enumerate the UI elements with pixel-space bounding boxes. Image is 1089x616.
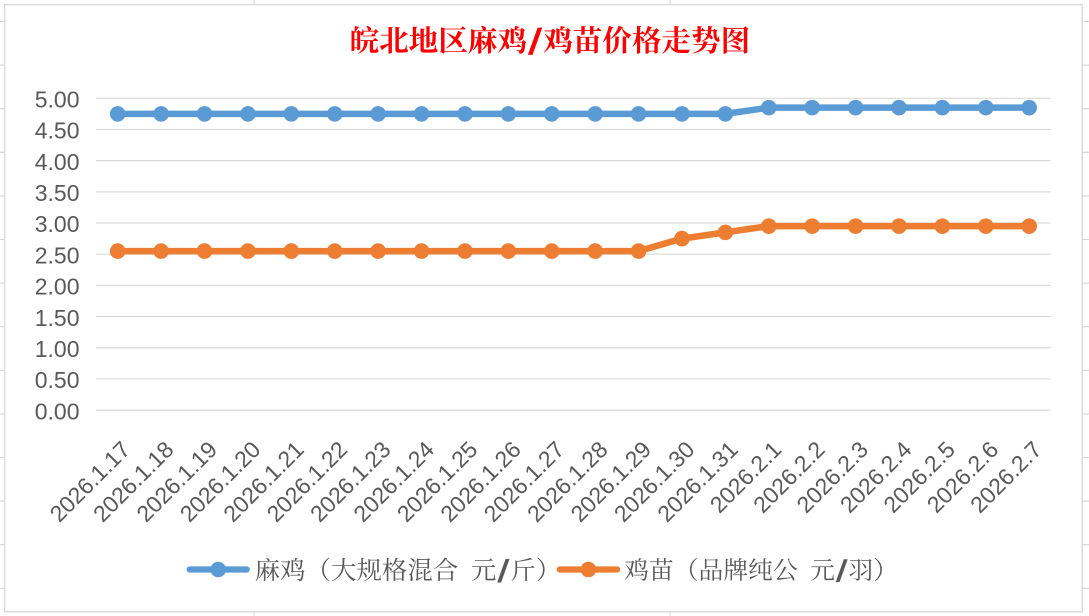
svg-text:4.50: 4.50 <box>35 118 80 144</box>
svg-text:2.50: 2.50 <box>35 242 80 268</box>
svg-text:0.50: 0.50 <box>35 367 80 393</box>
svg-text:1.50: 1.50 <box>35 305 80 331</box>
svg-text:5.00: 5.00 <box>35 87 80 113</box>
svg-text:1.00: 1.00 <box>35 336 80 362</box>
svg-text:2.00: 2.00 <box>35 274 80 300</box>
svg-text:3.50: 3.50 <box>35 180 80 206</box>
svg-text:0.00: 0.00 <box>35 398 80 424</box>
svg-text:4.00: 4.00 <box>35 149 80 175</box>
svg-text:3.00: 3.00 <box>35 211 80 237</box>
